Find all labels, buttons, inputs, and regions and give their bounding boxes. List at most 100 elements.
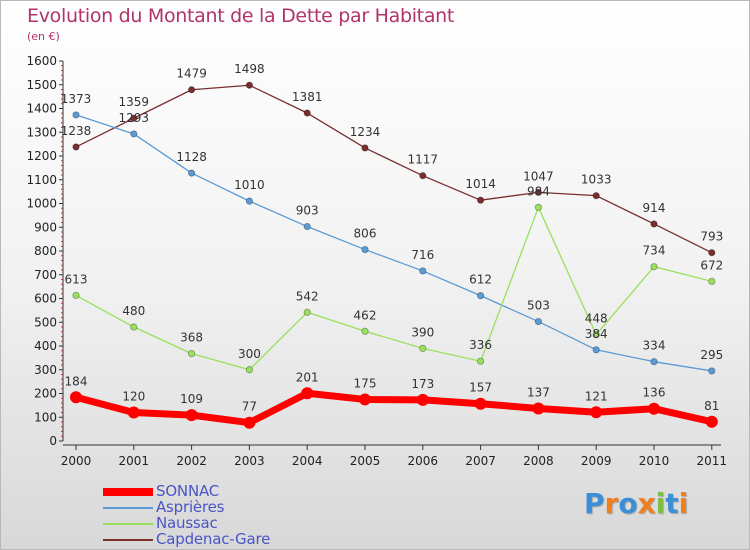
data-point <box>650 263 658 271</box>
data-point <box>130 323 138 331</box>
data-label: 1117 <box>408 153 439 167</box>
data-point <box>708 249 716 257</box>
data-point <box>648 402 660 415</box>
y-tick-label: 400 <box>34 339 57 353</box>
y-tick-label: 200 <box>34 387 57 401</box>
series-capdenac-gare <box>72 81 716 257</box>
x-axis: 2000 2001 2002 2003 2004 2005 2006 2007 2008 2009… <box>61 444 727 468</box>
data-point <box>185 409 198 422</box>
data-label: 81 <box>704 399 719 413</box>
y-tick-label: 600 <box>34 292 57 306</box>
legend: SONNAC Asprières Naussac Capdenac-Gare <box>103 482 343 548</box>
data-label: 368 <box>180 331 203 345</box>
data-label: 336 <box>469 338 492 352</box>
data-label: 157 <box>469 381 492 395</box>
data-label: 1359 <box>119 95 150 109</box>
data-point <box>361 144 369 152</box>
y-tick-label: 800 <box>34 244 57 258</box>
data-point <box>419 172 427 180</box>
data-point <box>245 81 253 89</box>
data-point <box>361 245 369 254</box>
data-point <box>303 308 311 316</box>
data-label: 175 <box>354 376 377 390</box>
data-label: 384 <box>585 327 608 341</box>
x-tick-label: 2002 <box>176 454 207 468</box>
logo-letter: i <box>655 487 666 520</box>
legend-swatch <box>103 523 153 525</box>
legend-item: Capdenac-Gare <box>103 530 343 548</box>
data-label: 903 <box>296 204 319 218</box>
data-point <box>476 196 485 204</box>
y-tick-label: 300 <box>34 363 57 377</box>
data-point <box>708 277 716 285</box>
data-point <box>534 203 543 211</box>
data-point <box>534 188 543 196</box>
logo-letter: t <box>665 487 679 520</box>
data-point <box>301 387 314 400</box>
data-label: 1234 <box>350 125 381 139</box>
series-line <box>75 389 713 427</box>
y-tick-label: 500 <box>34 315 57 329</box>
data-point <box>476 357 485 365</box>
data-point <box>243 416 256 429</box>
data-label: 1238 <box>61 124 92 138</box>
data-label: 173 <box>411 377 434 391</box>
data-point <box>708 367 716 375</box>
data-label: 613 <box>65 272 88 286</box>
data-label: 1479 <box>176 67 207 81</box>
legend-swatch <box>103 539 153 541</box>
data-label: 462 <box>354 308 377 322</box>
data-point <box>127 406 140 419</box>
data-label: 448 <box>585 312 608 326</box>
data-label: 120 <box>122 390 145 404</box>
data-label: 806 <box>354 227 377 241</box>
data-label: 1128 <box>176 150 207 164</box>
data-point <box>359 393 371 406</box>
logo-letter: P <box>584 487 605 520</box>
x-tick-label: 2007 <box>465 454 496 468</box>
data-label: 1293 <box>119 111 150 125</box>
y-tick-label: 100 <box>34 410 57 424</box>
logo-letter: r <box>604 487 619 520</box>
y-tick-label: 0 <box>49 434 57 448</box>
series-line <box>75 84 713 254</box>
data-label: 334 <box>643 339 666 353</box>
y-tick-label: 1600 <box>26 54 57 68</box>
data-label: 542 <box>296 289 319 303</box>
data-label: 390 <box>411 325 434 339</box>
data-label: 716 <box>411 248 434 262</box>
data-point <box>72 291 80 300</box>
legend-label: Naussac <box>156 514 218 532</box>
logo-letter: x <box>637 487 656 520</box>
data-label: 300 <box>238 347 261 361</box>
data-point <box>72 143 80 151</box>
chart-title: Evolution du Montant de la Dette par Hab… <box>27 5 455 27</box>
legend-swatch <box>103 488 153 496</box>
data-label: 295 <box>700 348 723 362</box>
legend-label: Capdenac-Gare <box>156 530 271 548</box>
series-naussac <box>72 203 716 374</box>
series-lines <box>70 81 718 429</box>
data-point <box>590 406 603 419</box>
legend-item: Naussac <box>103 514 343 532</box>
data-label: 1381 <box>292 90 323 104</box>
data-label: 137 <box>527 385 550 399</box>
y-tick-label: 900 <box>34 220 57 234</box>
logo-letter: i <box>678 487 689 520</box>
data-point <box>130 130 138 138</box>
data-point <box>592 346 600 354</box>
data-label: 480 <box>122 304 145 318</box>
data-point <box>534 317 543 326</box>
x-tick-label: 2010 <box>639 454 670 468</box>
x-tick-label: 2005 <box>350 454 381 468</box>
y-tick-label: 1500 <box>26 78 57 92</box>
data-label: 184 <box>65 374 88 388</box>
data-point <box>416 393 429 406</box>
data-label: 201 <box>296 370 319 384</box>
legend-item: SONNAC <box>103 482 343 500</box>
data-point <box>419 267 427 275</box>
series-line <box>75 206 712 371</box>
data-point <box>650 358 658 366</box>
y-tick-label: 1100 <box>26 173 57 187</box>
